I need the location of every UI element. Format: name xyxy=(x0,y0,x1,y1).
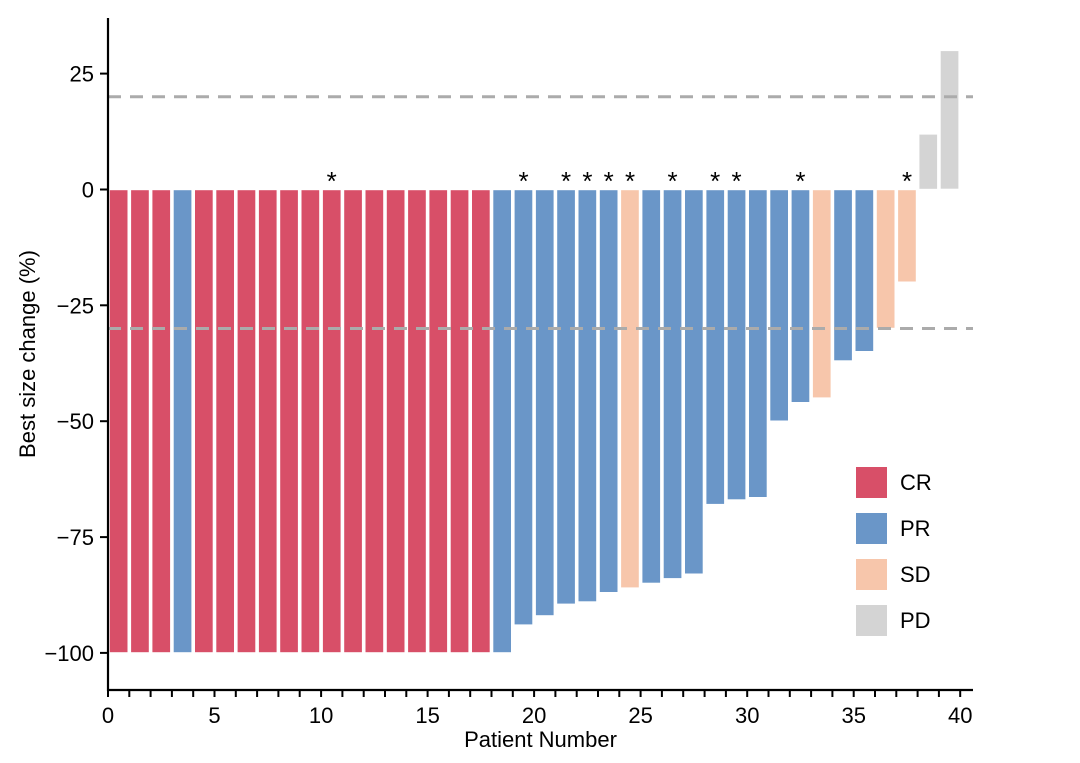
legend-label-sd: SD xyxy=(900,561,931,587)
y-tick-label: −50 xyxy=(57,409,94,434)
legend-item-cr: CR xyxy=(856,467,932,498)
waterfall-bar xyxy=(193,188,215,654)
waterfall-bar xyxy=(555,188,577,605)
waterfall-bar xyxy=(875,188,896,330)
waterfall-bar xyxy=(342,188,364,654)
x-tick-label: 5 xyxy=(208,703,220,728)
asterisk-marker: * xyxy=(668,166,678,196)
waterfall-bar xyxy=(768,188,790,422)
x-tick-label: 20 xyxy=(522,703,546,728)
waterfall-bar xyxy=(683,188,705,575)
waterfall-bar xyxy=(385,188,406,654)
legend-label-pd: PD xyxy=(900,607,931,633)
asterisk-marker: * xyxy=(518,166,528,196)
y-tick-label: −100 xyxy=(44,641,94,666)
x-tick-label: 10 xyxy=(309,703,333,728)
legend-label-cr: CR xyxy=(900,469,932,495)
waterfall-bar xyxy=(705,188,726,506)
waterfall-bar xyxy=(896,188,918,283)
waterfall-bar xyxy=(854,188,875,353)
legend: CR PR SD PD xyxy=(856,467,932,636)
asterisk-marker: * xyxy=(604,166,614,196)
sd-color-swatch xyxy=(856,559,887,590)
waterfall-bar xyxy=(214,188,236,654)
y-tick-label: −75 xyxy=(57,525,94,550)
waterfall-bar xyxy=(300,188,321,654)
waterfall-bar xyxy=(449,188,470,654)
x-tick-label: 0 xyxy=(102,703,114,728)
waterfall-bar xyxy=(811,188,833,399)
waterfall-bar xyxy=(939,49,960,191)
waterfall-bar xyxy=(534,188,556,617)
x-tick-label: 40 xyxy=(948,703,972,728)
x-tick-label: 35 xyxy=(841,703,865,728)
waterfall-bar xyxy=(406,188,428,654)
asterisk-marker: * xyxy=(582,166,592,196)
waterfall-bar xyxy=(321,188,343,654)
legend-item-pr: PR xyxy=(856,513,932,544)
asterisk-marker: * xyxy=(625,166,635,196)
waterfall-bar xyxy=(364,188,385,654)
pd-color-swatch xyxy=(856,605,887,636)
waterfall-bar xyxy=(257,188,279,654)
waterfall-bar xyxy=(129,188,151,654)
legend-label-pr: PR xyxy=(900,515,931,541)
waterfall-bar xyxy=(513,188,534,626)
waterfall-bar xyxy=(491,188,513,654)
waterfall-bar xyxy=(278,188,300,654)
waterfall-bar xyxy=(619,188,641,589)
waterfall-bar xyxy=(918,133,939,191)
asterisk-marker: * xyxy=(795,166,805,196)
waterfall-bar xyxy=(150,188,172,654)
pr-color-swatch xyxy=(856,513,887,544)
x-tick-label: 15 xyxy=(415,703,439,728)
waterfall-bar xyxy=(726,188,747,501)
waterfall-bar xyxy=(470,188,492,654)
waterfall-bar xyxy=(641,188,662,585)
asterisk-marker: * xyxy=(561,166,571,196)
y-tick-label: −25 xyxy=(57,293,94,318)
asterisk-marker: * xyxy=(710,166,720,196)
legend-item-pd: PD xyxy=(856,605,932,636)
y-axis-title: Best size change (%) xyxy=(15,250,40,458)
waterfall-bar xyxy=(832,188,854,362)
waterfall-bar xyxy=(598,188,619,594)
x-tick-label: 30 xyxy=(735,703,759,728)
waterfall-bar xyxy=(790,188,811,404)
asterisk-marker: * xyxy=(327,166,337,196)
waterfall-bar xyxy=(747,188,769,499)
asterisk-marker: * xyxy=(731,166,741,196)
bars-group xyxy=(108,49,960,654)
x-axis-title: Patient Number xyxy=(464,727,617,752)
cr-color-swatch xyxy=(856,467,887,498)
y-tick-label: 0 xyxy=(82,178,94,203)
legend-item-sd: SD xyxy=(856,559,932,590)
waterfall-bar xyxy=(662,188,683,580)
waterfall-bar xyxy=(577,188,598,603)
y-tick-label: 25 xyxy=(70,62,94,87)
waterfall-bar xyxy=(236,188,257,654)
waterfall-bar xyxy=(428,188,449,654)
waterfall-bar xyxy=(172,188,193,654)
asterisk-marker: * xyxy=(902,166,912,196)
waterfall-bar xyxy=(108,188,129,654)
x-tick-label: 25 xyxy=(628,703,652,728)
